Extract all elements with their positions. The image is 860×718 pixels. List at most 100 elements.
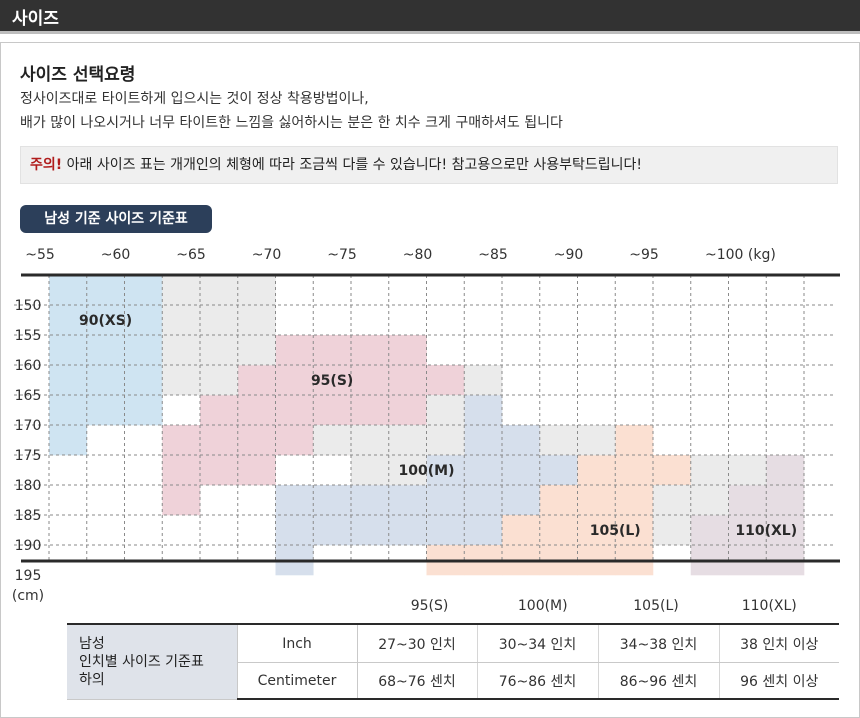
size-cell bbox=[351, 395, 390, 426]
size-cell bbox=[539, 485, 578, 516]
table-header-cell: 남성 인치별 사이즈 기준표 하의 bbox=[67, 623, 238, 700]
table-cell: 96 센치 이상 bbox=[719, 662, 839, 700]
size-cell bbox=[464, 515, 503, 546]
size-cell bbox=[313, 365, 352, 396]
size-cell bbox=[275, 515, 314, 546]
size-cell bbox=[124, 305, 163, 336]
size-cell bbox=[49, 395, 88, 426]
size-cell bbox=[351, 515, 390, 546]
size-region-label: 95(S) bbox=[311, 373, 353, 389]
size-region-label: 105(L) bbox=[590, 523, 641, 539]
unit-cell: Centimeter bbox=[237, 662, 358, 700]
x-tick-label: ~100 (kg) bbox=[705, 247, 776, 263]
overlap-cell bbox=[351, 455, 390, 486]
size-cell bbox=[539, 515, 578, 546]
size-cell bbox=[388, 395, 427, 426]
size-column-label: 105(L) bbox=[633, 598, 678, 614]
size-cell bbox=[275, 365, 314, 396]
overlap-cell bbox=[200, 305, 239, 336]
size-cell bbox=[313, 515, 352, 546]
size-cell bbox=[690, 515, 729, 546]
size-cell bbox=[275, 425, 314, 456]
overlap-cell bbox=[200, 365, 239, 396]
size-region-label: 100(M) bbox=[399, 463, 455, 479]
size-cell bbox=[766, 485, 805, 516]
overlap-cell bbox=[313, 425, 352, 456]
size-region-label: 110(XL) bbox=[735, 523, 797, 539]
overlap-cell bbox=[237, 305, 276, 336]
size-cell bbox=[615, 515, 654, 546]
size-cell bbox=[502, 485, 541, 516]
size-cell bbox=[275, 485, 314, 516]
size-cell bbox=[615, 425, 654, 456]
chart-title-badge: 남성 기준 사이즈 기준표 bbox=[20, 205, 212, 233]
size-region-label: 90(XS) bbox=[79, 313, 132, 329]
size-cell bbox=[464, 425, 503, 456]
size-cell bbox=[86, 395, 125, 426]
size-cell bbox=[426, 485, 465, 516]
size-cell bbox=[86, 305, 125, 336]
y-tick-label: 175 bbox=[15, 448, 42, 464]
size-cell bbox=[426, 455, 465, 486]
overlap-cell bbox=[200, 335, 239, 366]
overlap-cell bbox=[162, 305, 201, 336]
y-tick-label: 195 bbox=[15, 568, 42, 584]
y-axis-unit-label: (cm) bbox=[12, 588, 44, 604]
x-tick-label: ~95 bbox=[629, 247, 659, 263]
size-cell bbox=[49, 425, 88, 456]
y-tick-label: 170 bbox=[15, 418, 42, 434]
table-cell: 68~76 센치 bbox=[357, 662, 478, 700]
overlap-cell bbox=[464, 365, 503, 396]
y-tick-label: 180 bbox=[15, 478, 42, 494]
size-cell bbox=[49, 275, 88, 306]
size-cell bbox=[162, 455, 201, 486]
table-header-line: 하의 bbox=[79, 671, 105, 688]
size-cell bbox=[237, 425, 276, 456]
size-cell bbox=[200, 395, 239, 426]
table-cell: 86~96 센치 bbox=[598, 662, 720, 700]
overlap-cell bbox=[388, 425, 427, 456]
size-cell bbox=[162, 425, 201, 456]
size-cell bbox=[464, 485, 503, 516]
overlap-cell bbox=[162, 365, 201, 396]
table-header-line: 인치별 사이즈 기준표 bbox=[79, 653, 204, 670]
overlap-cell bbox=[728, 455, 767, 486]
unit-cell: Inch bbox=[237, 623, 358, 663]
y-tick-label: 165 bbox=[15, 388, 42, 404]
size-cell bbox=[351, 365, 390, 396]
size-cell bbox=[539, 455, 578, 486]
size-cell bbox=[388, 335, 427, 366]
size-cell bbox=[313, 335, 352, 366]
size-cell bbox=[577, 485, 616, 516]
overlap-cell bbox=[539, 425, 578, 456]
x-tick-label: ~70 bbox=[252, 247, 282, 263]
size-cell bbox=[49, 305, 88, 336]
table-header-line: 남성 bbox=[79, 635, 105, 652]
notice-label: 주의! bbox=[30, 157, 63, 173]
size-cell bbox=[237, 395, 276, 426]
size-cell bbox=[615, 455, 654, 486]
table-cell: 38 인치 이상 bbox=[719, 623, 839, 663]
size-cell bbox=[577, 455, 616, 486]
guide-line-1: 정사이즈대로 타이트하게 입으시는 것이 정상 착용방법이나, bbox=[20, 91, 369, 107]
size-cell bbox=[464, 395, 503, 426]
y-tick-label: 185 bbox=[15, 508, 42, 524]
y-tick-label: 190 bbox=[15, 538, 42, 554]
size-cell bbox=[426, 515, 465, 546]
size-cell bbox=[426, 365, 465, 396]
size-chart: ~55 ~60 ~65 ~70 ~75 ~80 ~85 ~90 ~95 ~100 (kg) 150 1… bbox=[12, 247, 840, 614]
overlap-cell bbox=[162, 335, 201, 366]
overlap-cell bbox=[237, 275, 276, 306]
overlap-cell bbox=[653, 485, 692, 516]
x-tick-label: ~60 bbox=[101, 247, 131, 263]
size-cell bbox=[464, 455, 503, 486]
section-title: 사이즈 bbox=[12, 9, 59, 29]
size-cell bbox=[502, 515, 541, 546]
overlap-cell bbox=[426, 425, 465, 456]
x-tick-label: ~55 bbox=[25, 247, 55, 263]
overlap-cell bbox=[690, 455, 729, 486]
overlap-cell bbox=[388, 455, 427, 486]
top-bar: 사이즈 bbox=[0, 0, 860, 34]
size-cell bbox=[49, 365, 88, 396]
size-cell bbox=[124, 275, 163, 306]
